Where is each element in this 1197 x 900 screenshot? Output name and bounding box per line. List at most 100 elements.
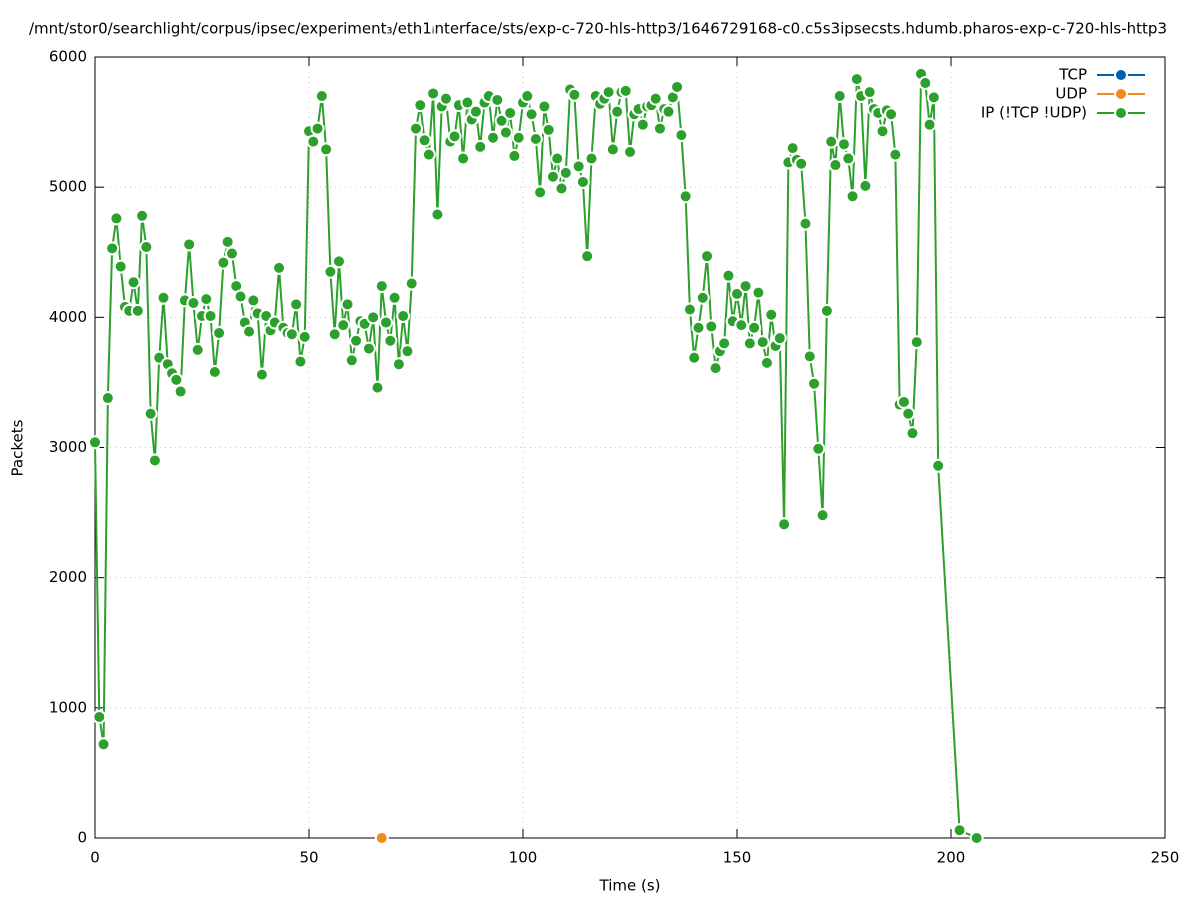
data-point [421, 147, 436, 162]
legend-marker [1114, 106, 1128, 120]
data-point [785, 141, 800, 156]
data-point [896, 394, 911, 409]
data-point [807, 376, 822, 391]
data-point [156, 290, 171, 305]
data-point [700, 249, 715, 264]
legend-label: IP (!TCP !UDP) [981, 104, 1087, 122]
data-point [837, 137, 851, 152]
data-point [413, 98, 428, 113]
data-point [498, 125, 513, 140]
data-point [751, 285, 766, 300]
data-point [580, 249, 595, 264]
data-point [926, 90, 941, 105]
data-point [610, 104, 625, 119]
data-point [520, 89, 535, 104]
data-point [567, 87, 582, 102]
data-point [130, 303, 145, 318]
data-point [169, 372, 184, 387]
y-tick-label: 3000 [49, 438, 87, 456]
data-point [190, 342, 205, 357]
data-point [507, 148, 522, 163]
data-point [571, 159, 586, 174]
y-axis-label: Packets [9, 419, 27, 476]
data-point [759, 355, 774, 370]
x-tick-label: 50 [299, 849, 318, 867]
x-axis-label: Time (s) [599, 877, 661, 895]
data-point [888, 147, 903, 162]
data-point [674, 128, 689, 143]
data-point [747, 320, 762, 335]
chart-title: /mnt/stor0/searchlight/corpus/ipsec/expe… [29, 20, 1167, 38]
data-point [460, 95, 475, 110]
data-point [794, 156, 809, 171]
data-point [682, 302, 697, 317]
data-point [323, 264, 338, 279]
data-point [370, 380, 385, 395]
y-tick-label: 4000 [49, 308, 87, 326]
data-point [96, 737, 111, 752]
data-point [503, 105, 518, 120]
data-point [272, 260, 287, 275]
data-point [173, 384, 188, 399]
data-point [186, 296, 201, 311]
data-point [695, 290, 710, 305]
data-point [618, 83, 633, 98]
y-tick-label: 0 [77, 829, 87, 847]
data-point [558, 165, 573, 180]
data-point [969, 831, 984, 845]
data-point [379, 315, 394, 330]
data-point [828, 158, 843, 173]
data-point [691, 320, 706, 335]
data-point [734, 318, 749, 333]
data-point [687, 350, 702, 365]
legend-marker [1114, 68, 1128, 82]
data-point [319, 142, 334, 157]
data-point [113, 259, 128, 274]
y-tick-label: 6000 [49, 48, 87, 66]
data-point [537, 99, 552, 114]
data-point [601, 85, 616, 100]
data-point [755, 335, 770, 350]
data-point [905, 426, 920, 441]
data-point [473, 139, 488, 154]
data-point [246, 293, 261, 308]
data-point [511, 130, 526, 145]
data-point [306, 134, 321, 149]
data-point [289, 297, 304, 312]
data-point [648, 91, 663, 106]
data-point [139, 240, 154, 255]
data-point [909, 335, 924, 350]
data-point [811, 441, 826, 456]
data-point [331, 254, 346, 269]
data-point [224, 246, 239, 261]
data-point [327, 327, 342, 342]
data-point [717, 336, 732, 351]
data-point [468, 104, 483, 119]
data-point [670, 79, 685, 94]
data-point [661, 104, 676, 119]
data-point [605, 142, 620, 157]
data-point [901, 406, 916, 421]
data-point [314, 89, 329, 104]
x-tick-label: 0 [90, 849, 100, 867]
data-point [849, 72, 864, 87]
data-point [233, 289, 248, 304]
data-point [635, 117, 650, 132]
data-point [374, 279, 389, 294]
legend-label: TCP [1058, 66, 1087, 84]
data-point [841, 151, 856, 166]
data-point [584, 151, 599, 166]
data-point [447, 129, 462, 144]
data-point [815, 508, 830, 523]
data-point [875, 124, 890, 139]
data-point [738, 279, 753, 294]
data-point [918, 76, 933, 91]
data-point [100, 391, 115, 406]
data-point [404, 276, 419, 291]
data-point [952, 823, 967, 838]
data-point [409, 121, 423, 136]
data-point [832, 89, 847, 104]
data-point [216, 255, 231, 270]
data-point [575, 174, 590, 189]
data-point [207, 365, 222, 380]
